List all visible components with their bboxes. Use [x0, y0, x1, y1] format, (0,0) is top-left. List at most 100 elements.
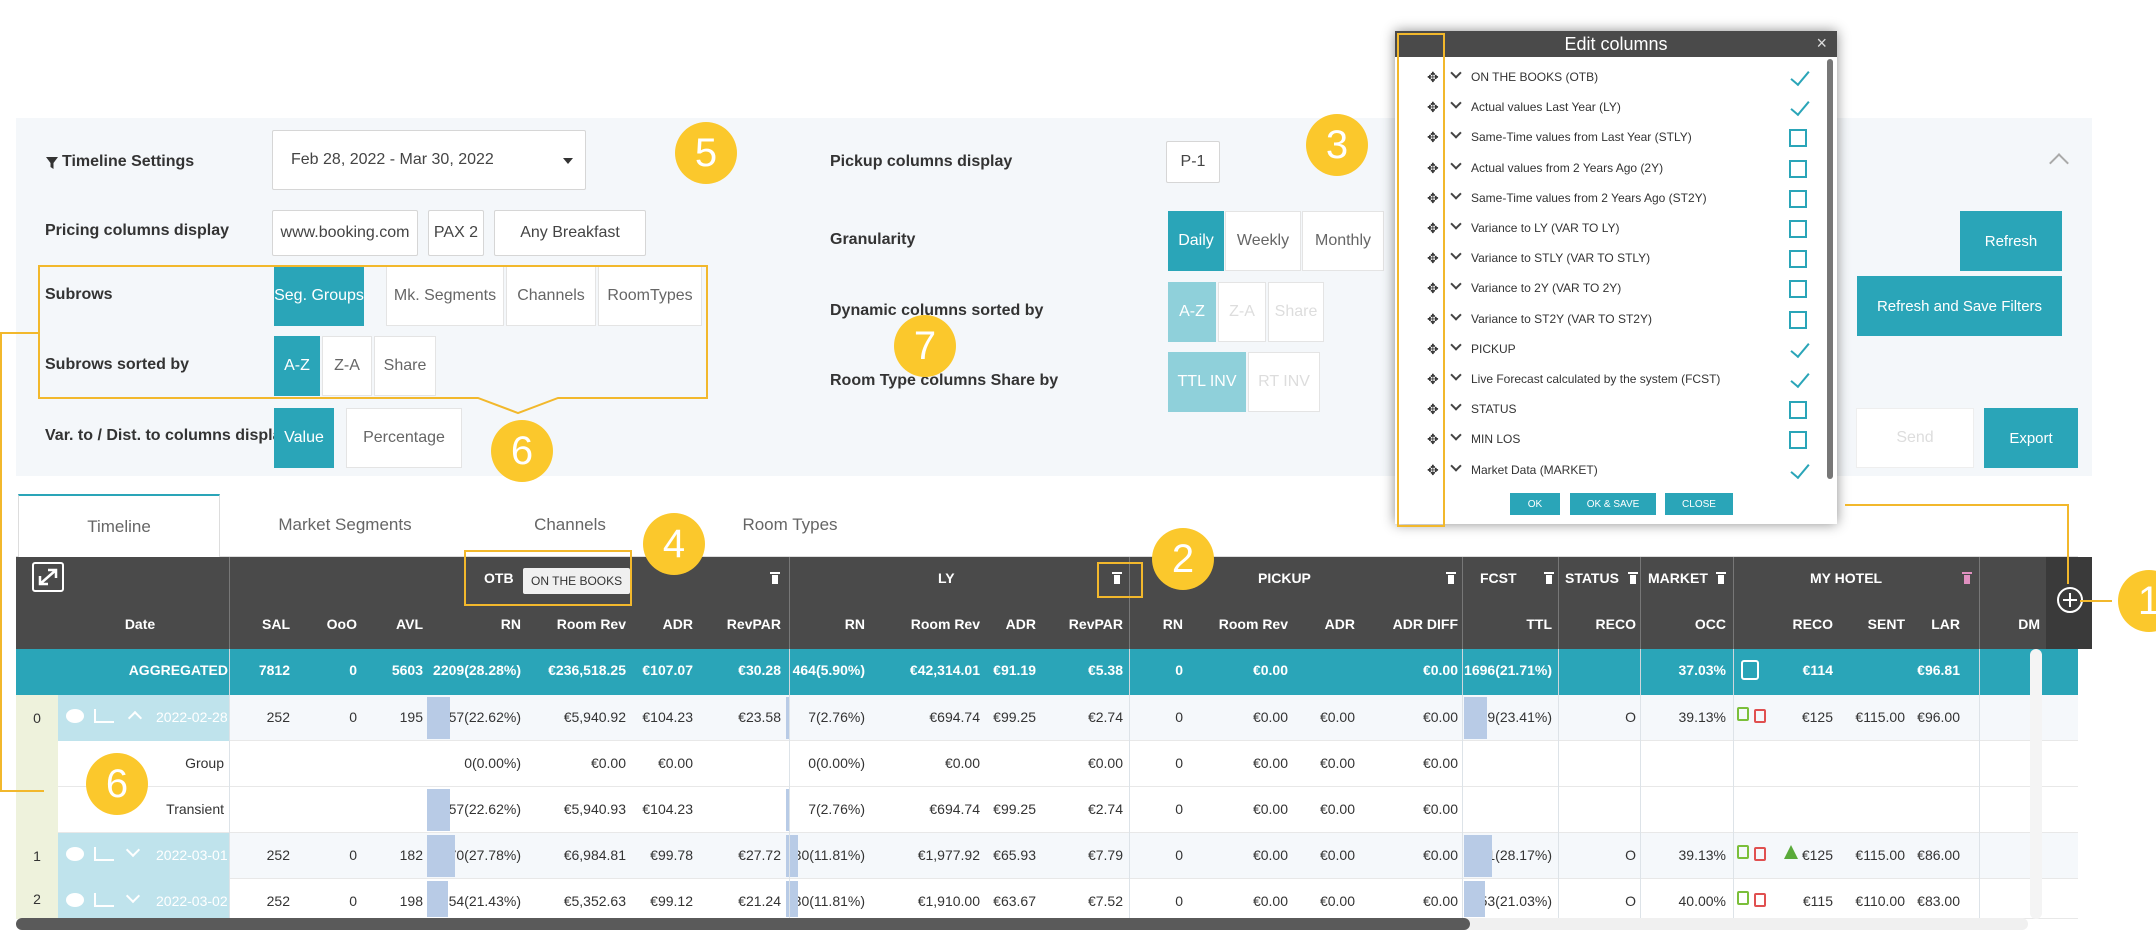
- collapse-icon[interactable]: [2049, 153, 2069, 173]
- column-header-pu-adr[interactable]: ADR: [1324, 616, 1355, 632]
- column-option[interactable]: ✥ Variance to 2Y (VAR TO 2Y): [1395, 274, 1837, 304]
- drag-handle-icon[interactable]: ✥: [1427, 461, 1439, 478]
- chart-icon[interactable]: [94, 847, 114, 861]
- chevron-down-icon[interactable]: [1450, 218, 1462, 230]
- pricing-meal-select[interactable]: Any Breakfast: [494, 210, 646, 256]
- dynamic-sort-share[interactable]: Share: [1268, 282, 1324, 342]
- var-value-option[interactable]: Value: [274, 408, 334, 468]
- column-option[interactable]: ✥ ON THE BOOKS (OTB): [1395, 63, 1837, 93]
- drag-handle-icon[interactable]: ✥: [1427, 220, 1439, 236]
- column-option[interactable]: ✥ Variance to ST2Y (VAR TO ST2Y): [1395, 305, 1837, 335]
- column-header-pu-adr-diff[interactable]: ADR DIFF: [1392, 616, 1458, 632]
- chart-icon[interactable]: [94, 709, 114, 723]
- thumbs-down-icon[interactable]: [1754, 847, 1766, 861]
- column-option[interactable]: ✥ Live Forecast calculated by the system …: [1395, 365, 1837, 395]
- chevron-down-icon[interactable]: [1450, 278, 1462, 291]
- chart-icon[interactable]: [94, 893, 114, 907]
- granularity-daily[interactable]: Daily: [1168, 211, 1224, 271]
- column-header-ly-rn[interactable]: RN: [844, 616, 865, 632]
- chevron-down-icon[interactable]: [1450, 399, 1462, 411]
- tab-channels[interactable]: Channels: [534, 515, 606, 534]
- checkmark-icon[interactable]: [1789, 99, 1809, 117]
- refresh-and-save-filters-button[interactable]: Refresh and Save Filters: [1857, 276, 2062, 336]
- drag-handle-icon[interactable]: ✥: [1427, 371, 1439, 387]
- subrows-channels[interactable]: Channels: [506, 266, 596, 326]
- comment-icon[interactable]: [66, 893, 84, 907]
- column-option[interactable]: ✥ Same-Time values from Last Year (STLY): [1395, 123, 1837, 153]
- column-option[interactable]: ✥ Market Data (MARKET): [1395, 456, 1837, 486]
- drag-handle-icon[interactable]: ✥: [1427, 280, 1439, 297]
- trash-icon[interactable]: [1716, 572, 1726, 584]
- tab-market-segments[interactable]: Market Segments: [278, 515, 412, 534]
- column-option[interactable]: ✥ Same-Time values from 2 Years Ago (ST2Y…: [1395, 184, 1837, 214]
- drag-handle-icon[interactable]: ✥: [1427, 189, 1439, 206]
- checkbox[interactable]: [1789, 250, 1807, 269]
- checkmark-icon[interactable]: [1789, 462, 1809, 480]
- chevron-down-icon[interactable]: [1450, 459, 1462, 472]
- trash-icon[interactable]: [1628, 572, 1638, 584]
- checkbox[interactable]: [1789, 431, 1807, 450]
- column-header-ly-adr[interactable]: ADR: [1005, 616, 1036, 632]
- trash-icon[interactable]: [1112, 572, 1122, 584]
- pickup-columns-select[interactable]: P-1: [1166, 141, 1220, 183]
- row-date-link[interactable]: 2022-02-28: [156, 709, 228, 725]
- dynamic-sort-az[interactable]: A-Z: [1168, 282, 1216, 342]
- ok-save-button[interactable]: OK & SAVE: [1570, 493, 1656, 515]
- column-option[interactable]: ✥ Actual values Last Year (LY): [1395, 93, 1837, 123]
- vertical-scrollbar[interactable]: [2030, 649, 2042, 919]
- chevron-down-icon[interactable]: [1450, 369, 1462, 381]
- column-header-sal[interactable]: SAL: [262, 616, 290, 632]
- checkbox[interactable]: [1789, 189, 1807, 208]
- thumbs-up-icon[interactable]: [1737, 845, 1749, 859]
- column-header-date[interactable]: Date: [124, 616, 156, 632]
- column-header-occ[interactable]: OCC: [1694, 616, 1726, 632]
- column-header-avl[interactable]: AVL: [396, 616, 423, 632]
- column-header-pu-room-rev[interactable]: Room Rev: [1218, 616, 1288, 632]
- checkmark-icon[interactable]: [1789, 69, 1809, 87]
- date-range-picker[interactable]: Feb 28, 2022 - Mar 30, 2022: [272, 130, 586, 190]
- column-option[interactable]: ✥ STATUS: [1395, 395, 1837, 425]
- column-header-dm[interactable]: DM: [2018, 616, 2040, 632]
- drag-handle-icon[interactable]: ✥: [1427, 431, 1439, 448]
- subrows-seg-groups[interactable]: Seg. Groups: [274, 266, 364, 326]
- chevron-down-icon[interactable]: [1450, 188, 1462, 200]
- column-header-ly-revpar[interactable]: RevPAR: [1068, 616, 1123, 632]
- var-percentage-option[interactable]: Percentage: [346, 408, 462, 468]
- thumbs-up-icon[interactable]: [1737, 891, 1749, 905]
- chevron-down-icon[interactable]: [1450, 248, 1462, 260]
- checkbox[interactable]: [1789, 159, 1807, 178]
- column-header-sent[interactable]: SENT: [1867, 616, 1905, 632]
- export-button[interactable]: Export: [1984, 408, 2078, 468]
- thumbs-up-icon[interactable]: [1741, 660, 1759, 680]
- thumbs-down-icon[interactable]: [1754, 709, 1766, 723]
- chevron-down-icon[interactable]: [1450, 339, 1462, 351]
- room-type-share-rt-inv[interactable]: RT INV: [1248, 352, 1320, 412]
- chevron-down-icon[interactable]: [1450, 67, 1462, 79]
- pricing-pax-select[interactable]: PAX 2: [428, 210, 484, 256]
- column-option[interactable]: ✥ MIN LOS: [1395, 425, 1837, 455]
- column-header-ly-room-rev[interactable]: Room Rev: [910, 616, 980, 632]
- drag-handle-icon[interactable]: ✥: [1427, 99, 1439, 116]
- edit-columns-scrollbar[interactable]: [1827, 59, 1833, 479]
- subrows-sort-za[interactable]: Z-A: [322, 336, 372, 396]
- trash-icon[interactable]: [1962, 572, 1972, 584]
- ok-button[interactable]: OK: [1510, 493, 1560, 515]
- subrows-sort-share[interactable]: Share: [374, 336, 436, 396]
- comment-icon[interactable]: [66, 847, 84, 861]
- column-header-pu-rn[interactable]: RN: [1162, 616, 1183, 632]
- close-button[interactable]: CLOSE: [1665, 493, 1733, 515]
- refresh-button[interactable]: Refresh: [1960, 211, 2062, 271]
- checkbox[interactable]: [1789, 220, 1807, 238]
- column-option[interactable]: ✥ Variance to LY (VAR TO LY): [1395, 214, 1837, 244]
- horizontal-scrollbar[interactable]: [16, 918, 2028, 930]
- column-header-revpar[interactable]: RevPAR: [726, 616, 781, 632]
- checkmark-icon[interactable]: [1789, 341, 1809, 359]
- chevron-down-icon[interactable]: [1450, 127, 1462, 140]
- chevron-down-icon[interactable]: [1450, 97, 1462, 109]
- trash-icon[interactable]: [1544, 572, 1554, 584]
- expand-icon[interactable]: [32, 562, 64, 592]
- close-icon[interactable]: ×: [1816, 33, 1827, 53]
- trash-icon[interactable]: [1446, 572, 1456, 584]
- column-header-room-rev[interactable]: Room Rev: [556, 616, 626, 632]
- drag-handle-icon[interactable]: ✥: [1427, 129, 1439, 146]
